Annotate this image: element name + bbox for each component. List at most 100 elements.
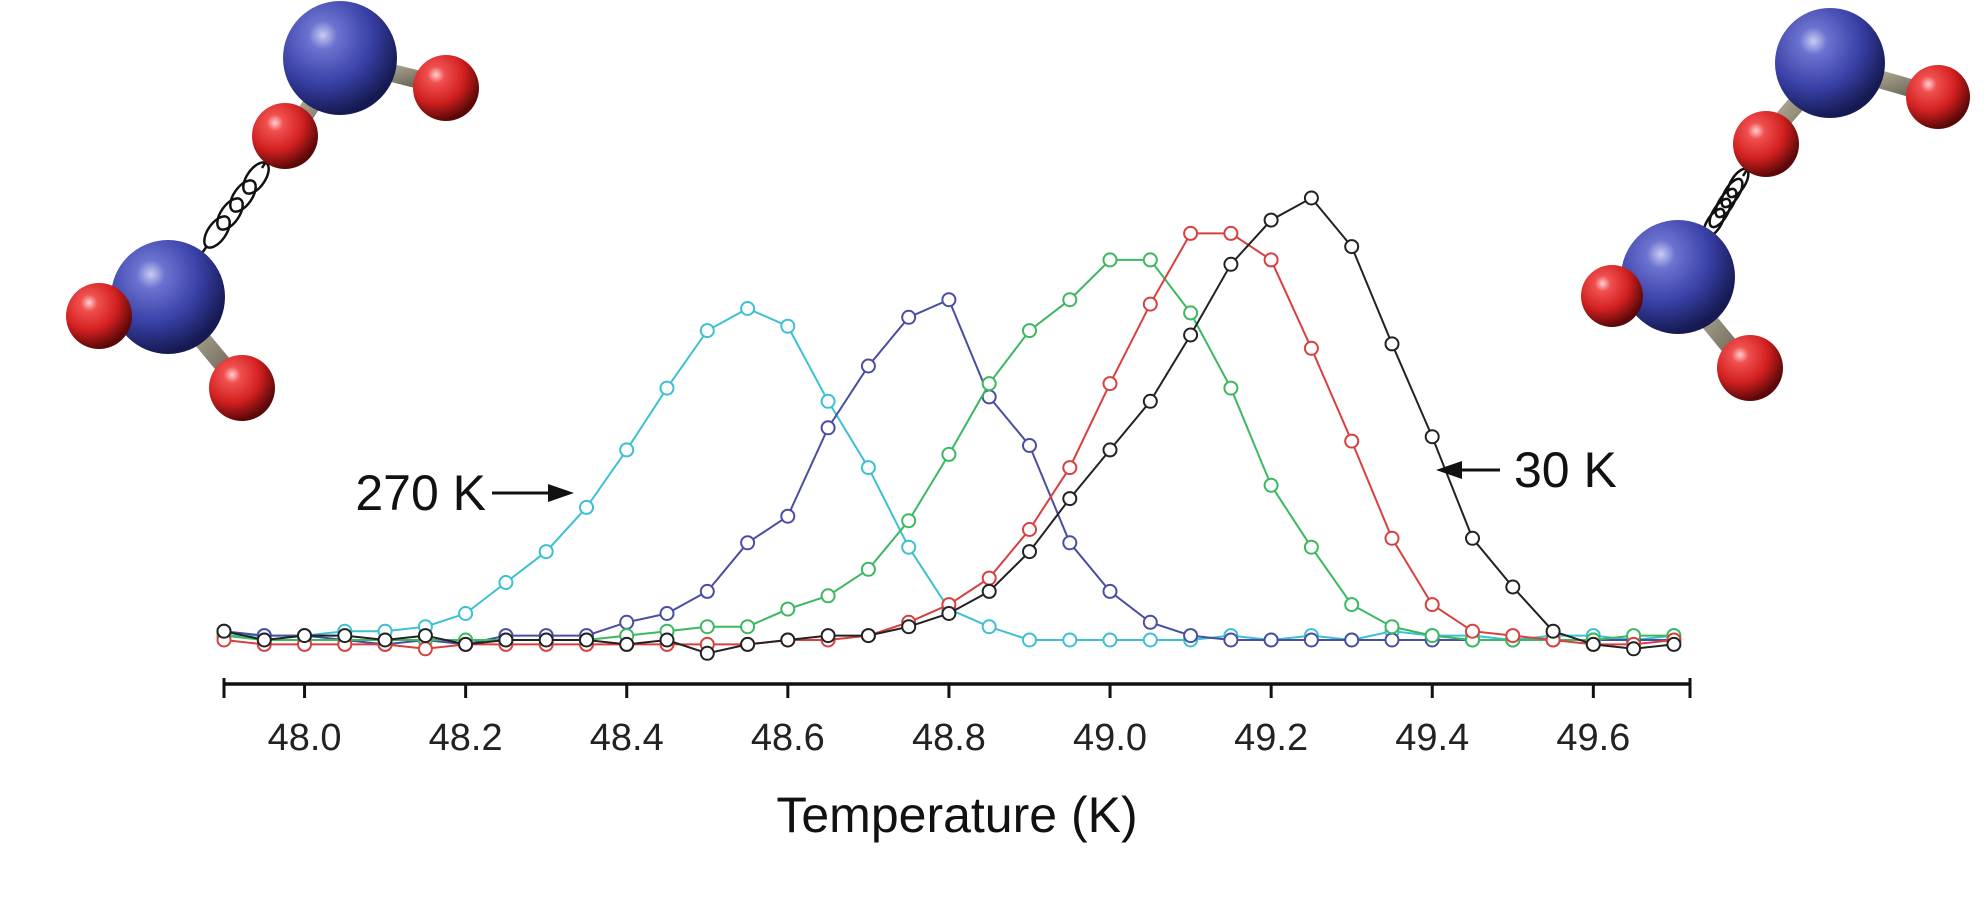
data-point — [1062, 632, 1078, 648]
data-point — [498, 632, 514, 648]
data-point — [1223, 256, 1239, 272]
data-point — [1465, 623, 1480, 639]
data-point — [820, 628, 836, 644]
data-point — [1022, 544, 1037, 560]
data-point — [1102, 632, 1118, 648]
data-point — [1183, 305, 1199, 321]
data-point — [740, 301, 756, 316]
data-point — [981, 619, 997, 635]
data-point — [941, 446, 957, 462]
data-point — [1022, 438, 1037, 453]
data-point — [1102, 376, 1118, 392]
data-point — [699, 619, 715, 635]
data-point — [1102, 583, 1118, 599]
data-point — [1465, 530, 1480, 546]
data-point — [1303, 190, 1319, 206]
data-point — [699, 323, 715, 339]
x-tick-label: 48.2 — [429, 717, 503, 759]
data-point — [659, 632, 675, 648]
oxygen-atom — [1733, 111, 1799, 177]
data-point — [941, 606, 957, 621]
data-point — [981, 583, 997, 599]
x-tick-label: 49.0 — [1073, 717, 1147, 759]
data-point — [1263, 212, 1279, 228]
metal-atom — [111, 240, 225, 354]
data-point — [1384, 632, 1400, 648]
data-point — [1062, 491, 1078, 507]
metal-atom — [283, 1, 397, 115]
annotation-30k: 30 K — [1436, 442, 1617, 498]
data-point — [1223, 225, 1239, 241]
data-point — [1303, 632, 1319, 648]
data-point — [619, 614, 635, 630]
data-point — [1142, 252, 1158, 268]
data-point — [1183, 225, 1199, 241]
data-point — [417, 628, 433, 644]
oxygen-atom — [66, 283, 132, 349]
series-line — [223, 196, 1675, 655]
data-point — [780, 508, 796, 524]
data-point — [981, 570, 997, 586]
data-point — [1626, 641, 1642, 657]
oxygen-atom — [252, 103, 318, 169]
data-point — [1022, 632, 1037, 648]
data-point — [1142, 614, 1158, 630]
x-axis: 48.0 48.2 48.4 48.6 48.8 49.0 49.2 49.4 49.6 — [222, 678, 1692, 759]
data-point — [1344, 597, 1360, 613]
data-point — [901, 619, 917, 635]
arrow-left-head — [1436, 461, 1462, 479]
data-point — [1545, 623, 1561, 639]
data-point — [1585, 636, 1601, 652]
data-point — [417, 641, 433, 657]
data-point — [1303, 340, 1319, 356]
oxygen-atom — [1581, 265, 1643, 327]
data-point — [981, 376, 997, 392]
x-tick-label: 48.8 — [912, 717, 986, 759]
data-point — [1505, 579, 1521, 595]
data-point — [579, 499, 594, 515]
data-point — [1223, 632, 1239, 648]
data-point — [1384, 336, 1400, 352]
spring — [193, 154, 272, 264]
data-point — [1062, 292, 1078, 308]
x-tick-label: 48.6 — [751, 717, 825, 759]
x-axis-title: Temperature (K) — [776, 787, 1137, 843]
data-point — [1424, 597, 1440, 613]
x-tick-label: 49.2 — [1234, 717, 1308, 759]
oxygen-atom — [413, 55, 479, 121]
data-point — [1263, 632, 1279, 648]
metal-atom — [1775, 8, 1885, 118]
data-point — [1022, 323, 1037, 339]
data-point — [1062, 460, 1078, 476]
data-point — [538, 544, 554, 560]
data-point — [740, 535, 756, 551]
series-intermediate-green- — [216, 252, 1682, 648]
data-point — [538, 632, 554, 648]
data-point — [1263, 252, 1279, 268]
data-point — [256, 632, 272, 648]
data-point — [901, 309, 917, 325]
data-point — [1022, 522, 1037, 537]
oxygen-atom — [1906, 65, 1970, 129]
data-point — [659, 380, 675, 396]
data-point — [377, 632, 393, 648]
data-point — [699, 583, 715, 599]
plot-area — [216, 190, 1682, 661]
data-point — [901, 539, 917, 555]
annotation-270k: 270 K — [355, 465, 574, 521]
metal-atom — [1621, 220, 1735, 334]
data-point — [820, 588, 836, 604]
data-point — [1384, 619, 1400, 635]
data-point — [1424, 628, 1440, 644]
data-point — [1062, 535, 1078, 551]
data-point — [941, 292, 957, 308]
data-point — [1303, 539, 1319, 555]
data-point — [458, 636, 474, 652]
annotation-30k-label: 30 K — [1514, 442, 1617, 498]
data-point — [1344, 239, 1360, 255]
data-point — [1102, 442, 1118, 458]
molecule-right — [1581, 8, 1970, 401]
data-point — [1666, 636, 1682, 652]
data-point — [1102, 252, 1118, 268]
data-point — [579, 632, 594, 648]
